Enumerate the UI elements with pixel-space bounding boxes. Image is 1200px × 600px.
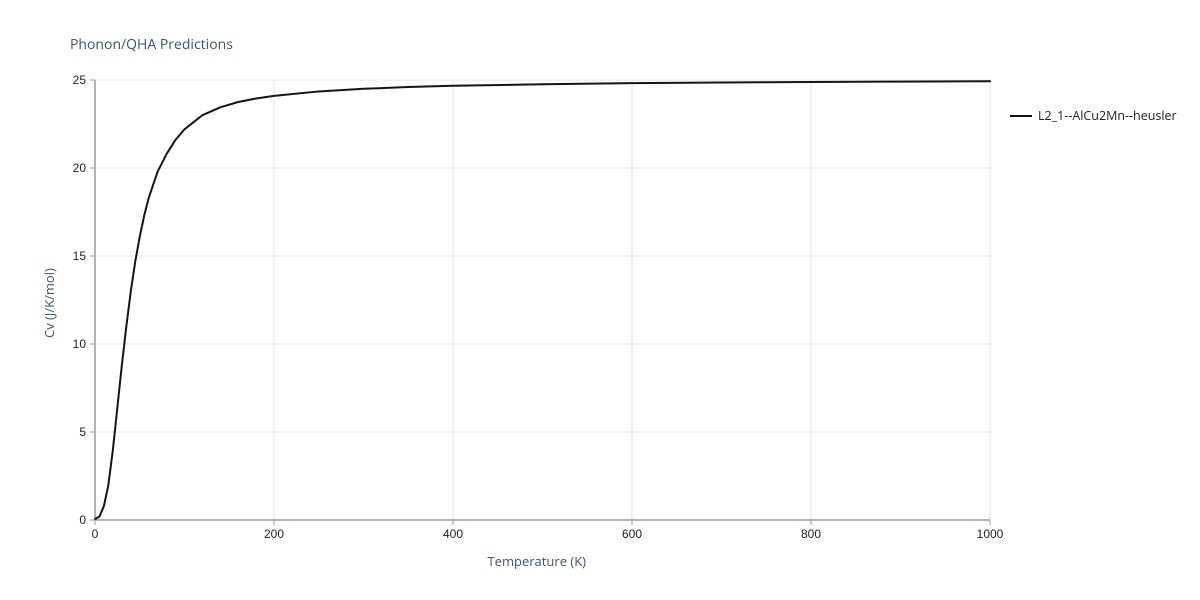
x-tick-label: 200 [264,527,284,541]
y-tick-label: 20 [73,161,87,175]
ticks-layer: 0 200 400 600 800 1000 0 5 10 15 20 25 [73,73,1004,541]
y-tick-label: 0 [79,513,86,527]
x-tick-label: 800 [801,527,821,541]
legend: L2_1--AlCu2Mn--heusler [1010,107,1177,124]
series-layer [95,81,990,519]
y-tick-label: 15 [73,249,87,263]
x-tick-label: 600 [622,527,642,541]
y-tick-label: 10 [73,337,87,351]
y-tick-label: 5 [79,425,86,439]
legend-swatch [1010,115,1032,117]
x-tick-label: 400 [443,527,463,541]
x-tick-label: 1000 [977,527,1004,541]
grid-layer [95,80,990,520]
series-line [95,81,990,519]
legend-series-label: L2_1--AlCu2Mn--heusler [1038,107,1177,124]
axes-layer [95,80,990,520]
x-axis-label: Temperature (K) [488,552,587,570]
chart-svg: 0 200 400 600 800 1000 0 5 10 15 20 25 [0,0,1200,600]
chart-container: Phonon/QHA Predictions 02004006008001000… [0,0,1200,600]
x-tick-label: 0 [92,527,99,541]
y-axis-label: Cv (J/K/mol) [40,268,58,338]
y-tick-label: 25 [73,73,87,87]
